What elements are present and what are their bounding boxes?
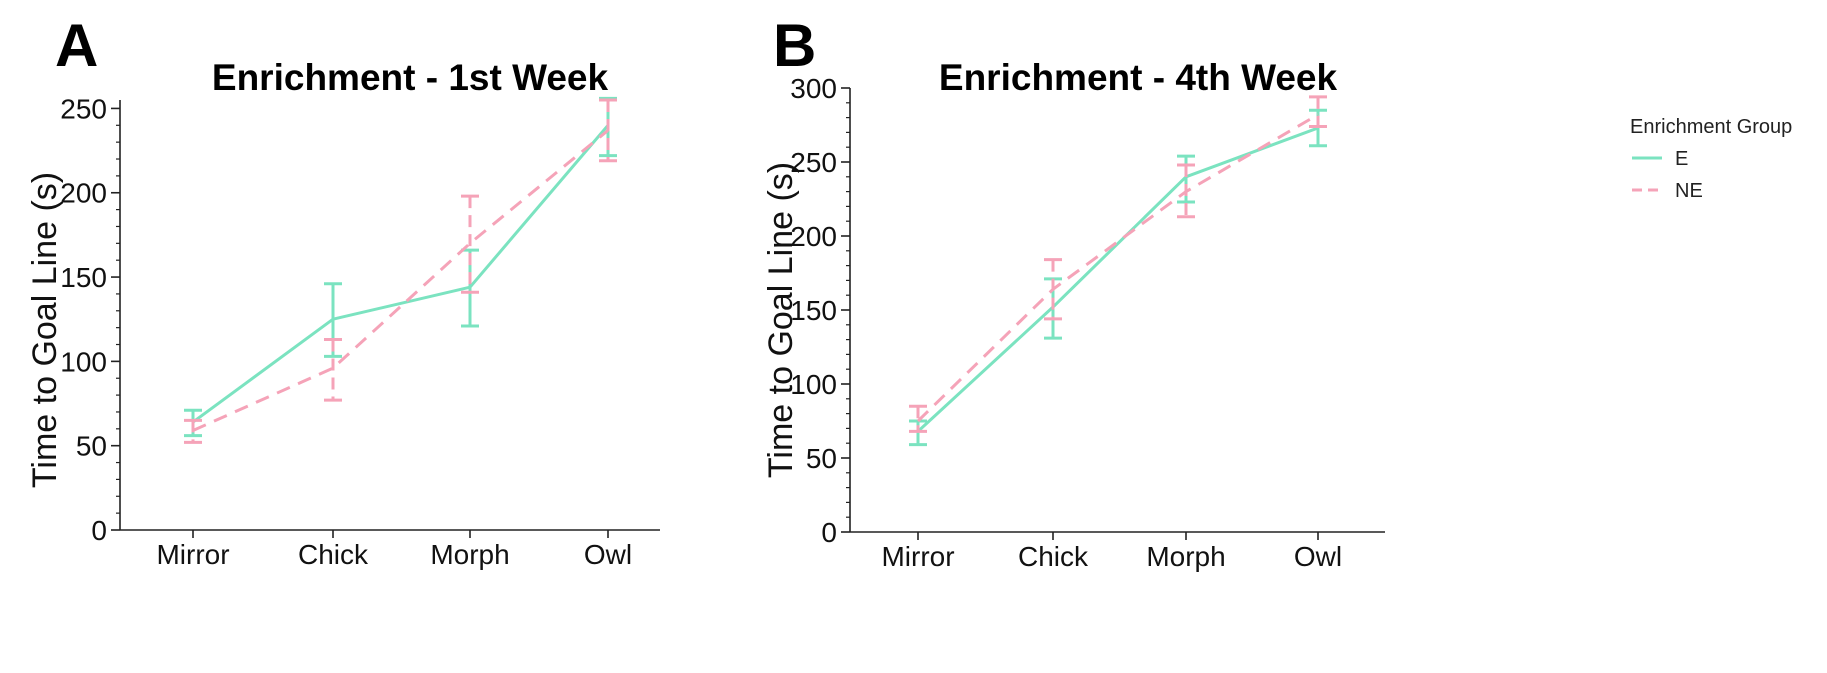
panel-a-x-tick-label: Chick [298,539,369,570]
panel-a-y-tick-label: 50 [76,431,107,462]
panel-a-y-tick-label: 0 [91,515,107,546]
panel-a-series-ne-error-bar [184,418,202,444]
panel-b-y-tick-label: 150 [790,295,837,326]
panel-b-y-axis-title: Time to Goal Line (s) [762,162,800,478]
legend-item-e: E [1632,148,1688,170]
panel-b-series-ne-error-bar [1309,95,1327,128]
panel-b-y-tick-label: 300 [790,73,837,104]
panel-a-series-e [184,96,617,438]
legend: Enrichment Group E NE [1630,116,1792,202]
panel-a: A Enrichment - 1st Week Time to Goal Lin… [26,12,660,570]
panel-b-plot: 0 50 100 150 200 250 300 Mirror Chick Morph Owl [790,73,1385,572]
panel-b-x-tick-label: Mirror [881,541,954,572]
panel-a-letter: A [55,12,98,79]
panel-b-series-ne [909,95,1327,433]
panel-a-y-tick-label: 250 [60,93,107,124]
panel-b-y-tick-label: 250 [790,147,837,178]
legend-label: NE [1675,180,1703,202]
panel-b: B Enrichment - 4th Week Time to Goal Lin… [762,12,1385,572]
panel-a-y-tick-label: 100 [60,346,107,377]
panel-b-title: Enrichment - 4th Week [939,57,1338,98]
panel-b-y-tick-label: 100 [790,369,837,400]
panel-b-letter: B [773,12,816,79]
panel-a-y-tick-label: 150 [60,262,107,293]
panel-a-title: Enrichment - 1st Week [212,57,609,98]
panel-a-x-tick-label: Morph [430,539,509,570]
legend-label: E [1675,148,1688,170]
panel-a-x-tick-label: Mirror [156,539,229,570]
panel-a-series-e-line [192,124,610,424]
panel-a-plot: 0 50 100 150 200 250 Mirror Chick Morph Owl [60,93,660,570]
panel-a-y-axis-title: Time to Goal Line (s) [26,172,64,488]
panel-a-x-tick-label: Owl [584,539,632,570]
panel-b-series-ne-error-bar [909,404,927,433]
panel-b-series-ne-line [916,113,1319,423]
panel-b-y-tick-label: 50 [806,443,837,474]
panel-b-x-tick-label: Owl [1294,541,1342,572]
legend-title: Enrichment Group [1630,116,1792,138]
panel-a-y-tick-label: 200 [60,178,107,209]
panel-b-x-tick-label: Morph [1146,541,1225,572]
panel-a-series-ne [184,98,617,444]
panel-b-series-e-line [916,126,1319,433]
legend-item-ne: NE [1632,180,1703,202]
panel-a-series-ne-error-bar [461,194,479,294]
panel-b-y-tick-label: 0 [821,517,837,548]
panel-b-x-tick-label: Chick [1018,541,1089,572]
panel-b-y-tick-label: 200 [790,221,837,252]
legend-items: E NE [1632,148,1703,202]
panel-a-series-ne-error-bar [324,337,342,402]
panel-a-series-ne-line [192,129,609,432]
panel-b-series-e [909,108,1327,447]
